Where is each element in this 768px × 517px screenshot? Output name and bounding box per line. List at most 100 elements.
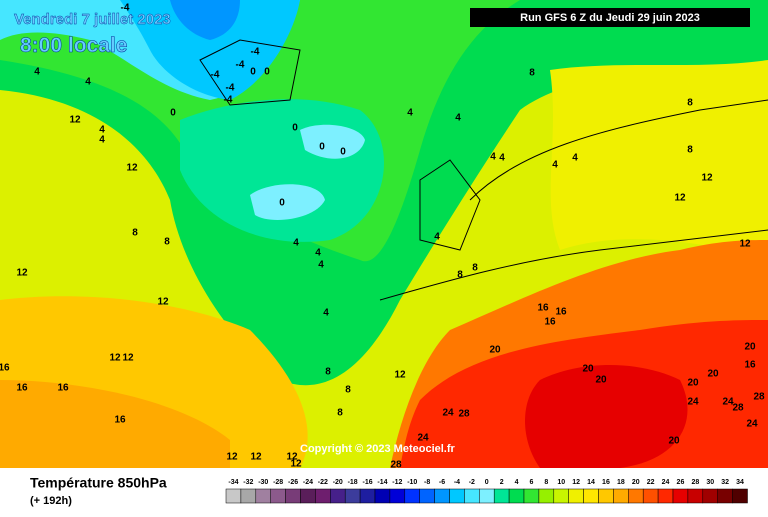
legend-value: 28: [691, 479, 699, 486]
contour-label: 28: [390, 460, 402, 471]
legend-value: -12: [392, 479, 402, 486]
legend-swatch: [553, 488, 569, 504]
contour-label: 8: [687, 145, 693, 156]
legend-swatch: [628, 488, 644, 504]
legend-value: -28: [273, 479, 283, 486]
legend-value: 22: [647, 479, 655, 486]
legend-value: 20: [632, 479, 640, 486]
zone-orange-left-2: [0, 380, 230, 468]
legend-swatch: [300, 488, 316, 504]
contour-label: 8: [132, 228, 138, 239]
contour-label: 8: [345, 385, 351, 396]
contour-label: 8: [472, 263, 478, 274]
zone-dark-red: [525, 365, 688, 468]
legend-value: -6: [439, 479, 445, 486]
contour-label: 8: [337, 408, 343, 419]
contour-label: 8: [687, 98, 693, 109]
contour-label: 12: [250, 452, 262, 463]
footer-title: Température 850hPa: [30, 475, 167, 491]
legend-value: -4: [454, 479, 460, 486]
contour-label: 4: [318, 260, 324, 271]
contour-label: 4: [499, 153, 505, 164]
contour-label: 4: [99, 125, 105, 136]
contour-label: 12: [674, 193, 686, 204]
legend-swatch: [702, 488, 718, 504]
legend-value: 30: [706, 479, 714, 486]
contour-label: 4: [407, 108, 413, 119]
contour-label: 4: [293, 238, 299, 249]
legend-swatch: [479, 488, 495, 504]
contour-label: -4: [226, 83, 235, 94]
contour-label: 0: [250, 67, 256, 78]
contour-label: 4: [434, 232, 440, 243]
legend-swatch: [330, 488, 346, 504]
contour-label: 24: [417, 433, 429, 444]
legend-value: -22: [318, 479, 328, 486]
zone-zero-1: [300, 124, 365, 159]
legend-value: -30: [258, 479, 268, 486]
contour-label: 0: [292, 123, 298, 134]
contour-label: 4: [34, 67, 40, 78]
contour-label: 4: [572, 153, 578, 164]
legend-value: 10: [557, 479, 565, 486]
legend-value: -26: [288, 479, 298, 486]
contour-label: 12: [126, 163, 138, 174]
footer-subtitle: (+ 192h): [30, 495, 72, 507]
legend-value: 12: [572, 479, 580, 486]
legend-value: 2: [500, 479, 504, 486]
contour-label: 20: [489, 345, 501, 356]
contour-label: 16: [744, 360, 756, 371]
legend-value: 8: [544, 479, 548, 486]
legend-swatch: [508, 488, 525, 504]
legend-swatch: [285, 488, 301, 504]
legend-swatch: [389, 488, 406, 504]
legend-value: 18: [617, 479, 625, 486]
legend-swatch: [419, 488, 435, 504]
legend-value: 32: [721, 479, 729, 486]
legend-swatch: [493, 488, 510, 504]
contour-label: 0: [319, 142, 325, 153]
legend-swatch: [374, 488, 391, 504]
run-bar: [470, 8, 750, 27]
legend-swatch: [642, 488, 659, 504]
zone-dark-blue: [170, 0, 240, 40]
legend-value: 14: [587, 479, 595, 486]
contour-label: 4: [552, 160, 558, 171]
legend-swatch: [583, 488, 599, 504]
contour-label: 12: [226, 452, 238, 463]
legend-swatch: [523, 488, 540, 504]
legend-swatch: [717, 488, 733, 504]
forecast-date: Vendredi 7 juillet 2023: [14, 11, 171, 28]
contour-label: 16: [537, 303, 549, 314]
contour-label: 16: [0, 363, 10, 374]
legend-swatch: [464, 488, 480, 504]
legend-swatch: [538, 488, 555, 504]
contour-label: 8: [529, 68, 535, 79]
legend-value: 24: [662, 479, 670, 486]
contour-label: 12: [701, 173, 713, 184]
legend-value: -34: [228, 479, 238, 486]
contour-label: 12: [109, 353, 121, 364]
contour-label: -4: [236, 60, 245, 71]
legend-swatch: [672, 488, 689, 504]
contour-label: 16: [16, 383, 28, 394]
contour-label: 0: [170, 108, 176, 119]
contour-label: -4: [251, 47, 260, 58]
legend-swatch: [449, 488, 465, 504]
contour-label: 4: [99, 135, 105, 146]
legend-value: 16: [602, 479, 610, 486]
legend-value: 0: [485, 479, 489, 486]
contour-label: 16: [555, 307, 567, 318]
contour-label: 8: [325, 367, 331, 378]
contour-label: 16: [57, 383, 69, 394]
copyright: Copyright © 2023 Meteociel.fr: [300, 443, 456, 455]
contour-label: -4: [211, 70, 220, 81]
contour-label: 28: [458, 409, 470, 420]
legend-swatch: [598, 488, 614, 504]
zone-zero-2: [250, 184, 325, 220]
legend-value: -18: [348, 479, 358, 486]
legend-value: -14: [377, 479, 387, 486]
contour-label: 8: [164, 237, 170, 248]
contour-label: 28: [732, 403, 744, 414]
